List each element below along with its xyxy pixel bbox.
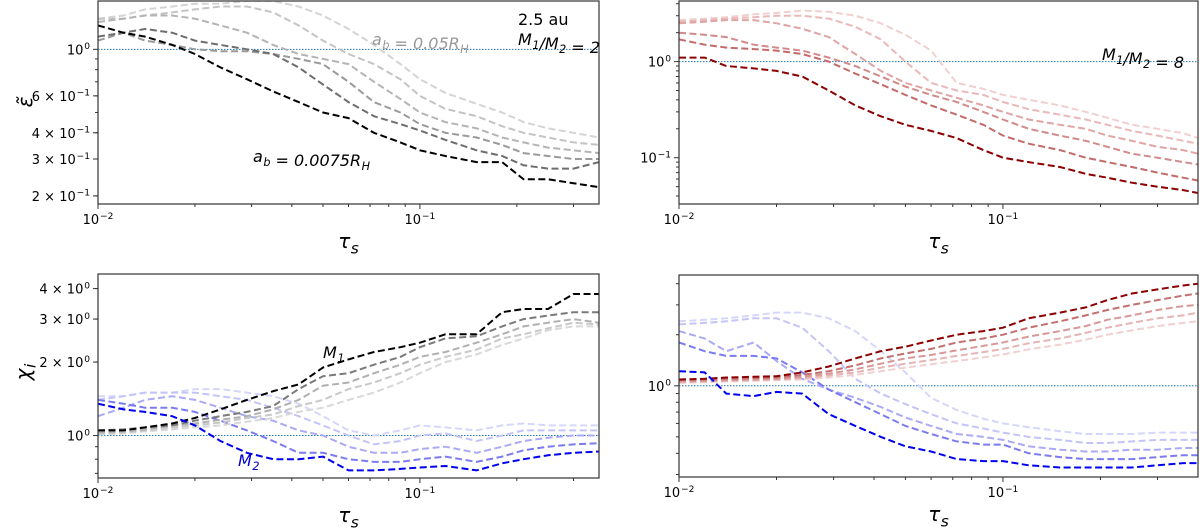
x-tick-label: 10^−1 — [405, 486, 436, 502]
plot-area — [98, 292, 599, 472]
x-tick-label: 10^−1 — [405, 212, 436, 228]
series-line — [679, 303, 1198, 383]
y-tick-label: 10^0 — [67, 42, 90, 58]
x-axis-label: τ_s — [928, 229, 949, 258]
series-line — [98, 402, 599, 472]
y-tick-label: 4 × 10^−1 — [32, 126, 90, 142]
series-line — [679, 9, 1198, 140]
panel-top-right: 10^−2 10^−1 10^−1 10^0 τ_s M_1/M_2 = 8 — [640, 0, 1199, 258]
y-axis-label: ε̃ — [13, 96, 37, 108]
plot-area — [679, 282, 1198, 469]
x-tick-label: 10^−1 — [988, 212, 1019, 228]
panel-top-left: 10^−2 10^−1 2 × 10^−1 3 × 10^−1 4 × 10^−1 6 ×… — [13, 0, 600, 258]
y-tick-label: 4 × 10^0 — [39, 281, 90, 297]
series-line — [98, 27, 599, 170]
y-tick-label: 3 × 10^0 — [39, 312, 90, 328]
series-line — [98, 391, 599, 446]
series-line — [679, 330, 1198, 453]
series-line — [98, 1, 599, 139]
y-tick-label: 2 × 10^−1 — [32, 189, 90, 205]
y-tick-label: 3 × 10^−1 — [32, 152, 90, 168]
series-line — [679, 311, 1198, 435]
series-line — [98, 325, 599, 436]
annotation: M_1/M_2 = 8 — [1102, 45, 1184, 72]
y-tick-label: 10^0 — [67, 428, 90, 444]
series-line — [679, 370, 1198, 469]
x-axis-label: τ_s — [338, 229, 359, 258]
series-line — [679, 282, 1198, 381]
series-line — [679, 38, 1198, 182]
series-line — [679, 292, 1198, 382]
series-line — [679, 19, 1198, 155]
axes-frame — [678, 0, 1199, 205]
panel-bottom-right: 10^−2 10^−1 10^0 τ_s — [648, 274, 1199, 529]
x-tick-label: 10^−1 — [988, 485, 1019, 501]
x-tick-label: 10^−2 — [83, 212, 114, 228]
axes-frame — [97, 273, 600, 479]
y-tick-label: 10^0 — [648, 379, 671, 395]
annotation: a_b = 0.0075R_H — [253, 147, 371, 173]
series-line — [98, 31, 599, 161]
series-line — [679, 31, 1198, 166]
axes-frame — [678, 274, 1199, 478]
annotation: a_b = 0.05R_H — [372, 30, 469, 56]
series-line — [679, 56, 1198, 194]
series-line — [679, 320, 1198, 384]
series-line — [98, 5, 599, 146]
series-line — [679, 341, 1198, 461]
plot-area — [98, 1, 599, 189]
series-line — [679, 14, 1198, 145]
series-line — [98, 388, 599, 437]
series-line — [98, 311, 599, 432]
y-tick-label: 10^0 — [648, 54, 671, 70]
x-axis-label: τ_s — [928, 502, 949, 529]
annotation: M_2 — [238, 451, 259, 473]
series-line — [98, 321, 599, 435]
series-line — [98, 398, 599, 463]
series-line — [679, 317, 1198, 444]
x-tick-label: 10^−2 — [664, 485, 695, 501]
series-line — [98, 24, 599, 189]
series-line — [98, 318, 599, 434]
annotation: M_1/M_2 = 2 — [518, 30, 600, 57]
panel-bottom-left: 10^−2 10^−1 10^0 2 × 10^0 3 × 10^0 4 × 10^0 τ_… — [11, 273, 600, 529]
plot-area — [679, 9, 1198, 194]
y-axis-label: χ_i — [11, 363, 40, 381]
annotation: 2.5 au — [518, 10, 568, 29]
y-tick-label: 10^−1 — [640, 151, 671, 167]
series-line — [98, 14, 599, 155]
y-tick-label: 2 × 10^0 — [39, 355, 90, 371]
y-tick-label: 6 × 10^−1 — [32, 89, 90, 105]
annotation: M_1 — [323, 343, 344, 365]
series-line — [98, 395, 599, 454]
x-axis-label: τ_s — [338, 503, 359, 529]
x-tick-label: 10^−2 — [83, 486, 114, 502]
x-tick-label: 10^−2 — [664, 212, 695, 228]
